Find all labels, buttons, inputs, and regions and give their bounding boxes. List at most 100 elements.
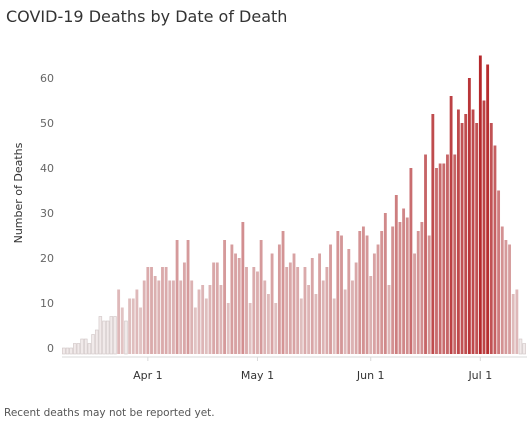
bar[interactable] — [482, 100, 486, 355]
bar[interactable] — [201, 285, 205, 354]
bar[interactable] — [511, 294, 515, 354]
bar[interactable] — [493, 145, 497, 355]
bar[interactable] — [288, 262, 292, 355]
bar[interactable] — [157, 280, 161, 355]
bar[interactable] — [343, 289, 347, 355]
bar[interactable] — [168, 280, 172, 355]
bar[interactable] — [391, 226, 395, 355]
bar[interactable] — [212, 262, 216, 355]
bar[interactable] — [508, 244, 511, 355]
bar[interactable] — [497, 190, 501, 355]
bar[interactable] — [190, 280, 194, 355]
bar[interactable] — [98, 316, 103, 355]
bar[interactable] — [329, 244, 332, 355]
bar[interactable] — [62, 347, 66, 355]
bar[interactable] — [369, 276, 373, 354]
bar[interactable] — [113, 316, 117, 355]
bar[interactable] — [146, 267, 150, 354]
bar[interactable] — [204, 298, 208, 355]
bar[interactable] — [117, 289, 121, 355]
bar[interactable] — [456, 109, 460, 355]
bar[interactable] — [504, 240, 508, 354]
bar[interactable] — [332, 298, 336, 355]
bar[interactable] — [475, 123, 479, 354]
bar[interactable] — [449, 96, 453, 354]
bar[interactable] — [226, 303, 230, 354]
bar[interactable] — [87, 343, 92, 355]
bar[interactable] — [486, 64, 490, 355]
bar[interactable] — [361, 226, 365, 355]
bar[interactable] — [219, 285, 223, 354]
bar[interactable] — [453, 154, 457, 355]
bar[interactable] — [277, 244, 281, 355]
bar[interactable] — [65, 347, 70, 355]
bar[interactable] — [394, 195, 398, 354]
bar[interactable] — [402, 208, 406, 355]
bar[interactable] — [420, 222, 424, 354]
bar[interactable] — [230, 244, 234, 355]
bar[interactable] — [252, 267, 256, 354]
bar[interactable] — [164, 267, 168, 354]
bar[interactable] — [325, 267, 329, 354]
bar[interactable] — [80, 338, 84, 355]
bar[interactable] — [135, 289, 139, 355]
bar[interactable] — [303, 267, 307, 354]
bar[interactable] — [208, 285, 212, 354]
bar[interactable] — [431, 114, 435, 354]
bar[interactable] — [347, 249, 351, 354]
bar[interactable] — [259, 240, 263, 354]
bar[interactable] — [179, 280, 183, 355]
bar[interactable] — [446, 154, 449, 355]
bar[interactable] — [467, 78, 471, 354]
bar[interactable] — [285, 267, 289, 354]
bar[interactable] — [94, 329, 99, 355]
bar[interactable] — [182, 262, 186, 355]
bar[interactable] — [161, 267, 164, 354]
bar[interactable] — [515, 289, 519, 355]
bar[interactable] — [522, 343, 526, 355]
bar[interactable] — [73, 343, 77, 355]
bar[interactable] — [318, 253, 321, 355]
bar[interactable] — [124, 320, 128, 355]
bar[interactable] — [91, 334, 95, 355]
bar[interactable] — [102, 320, 106, 355]
bar[interactable] — [340, 235, 343, 355]
bar[interactable] — [274, 303, 278, 354]
bar[interactable] — [175, 240, 179, 354]
bar[interactable] — [314, 294, 318, 354]
bar[interactable] — [128, 298, 132, 355]
bar[interactable] — [435, 168, 438, 354]
bar[interactable] — [270, 253, 274, 355]
bar[interactable] — [409, 168, 413, 354]
bar[interactable] — [380, 231, 384, 354]
bar[interactable] — [234, 253, 237, 355]
bar[interactable] — [142, 280, 146, 355]
bar[interactable] — [416, 231, 420, 354]
bar[interactable] — [464, 114, 468, 354]
bar[interactable] — [387, 285, 391, 354]
bar[interactable] — [372, 253, 376, 355]
bar[interactable] — [105, 320, 110, 355]
bar[interactable] — [223, 240, 227, 354]
bar[interactable] — [518, 338, 523, 355]
bar[interactable] — [193, 307, 197, 355]
bar[interactable] — [76, 343, 81, 355]
bar[interactable] — [237, 258, 241, 354]
bar[interactable] — [336, 231, 340, 354]
bar[interactable] — [172, 280, 175, 355]
bar[interactable] — [460, 123, 464, 354]
bar[interactable] — [197, 289, 201, 355]
bar[interactable] — [139, 307, 142, 355]
bar[interactable] — [310, 258, 314, 354]
bar[interactable] — [442, 163, 446, 355]
bar[interactable] — [299, 298, 303, 355]
bar[interactable] — [292, 253, 296, 355]
bar[interactable] — [153, 276, 157, 354]
bar[interactable] — [413, 253, 416, 355]
bar[interactable] — [245, 267, 248, 354]
bar[interactable] — [150, 267, 153, 354]
bar[interactable] — [471, 109, 475, 355]
bar[interactable] — [398, 222, 402, 354]
bar[interactable] — [438, 163, 442, 355]
bar[interactable] — [215, 262, 219, 355]
